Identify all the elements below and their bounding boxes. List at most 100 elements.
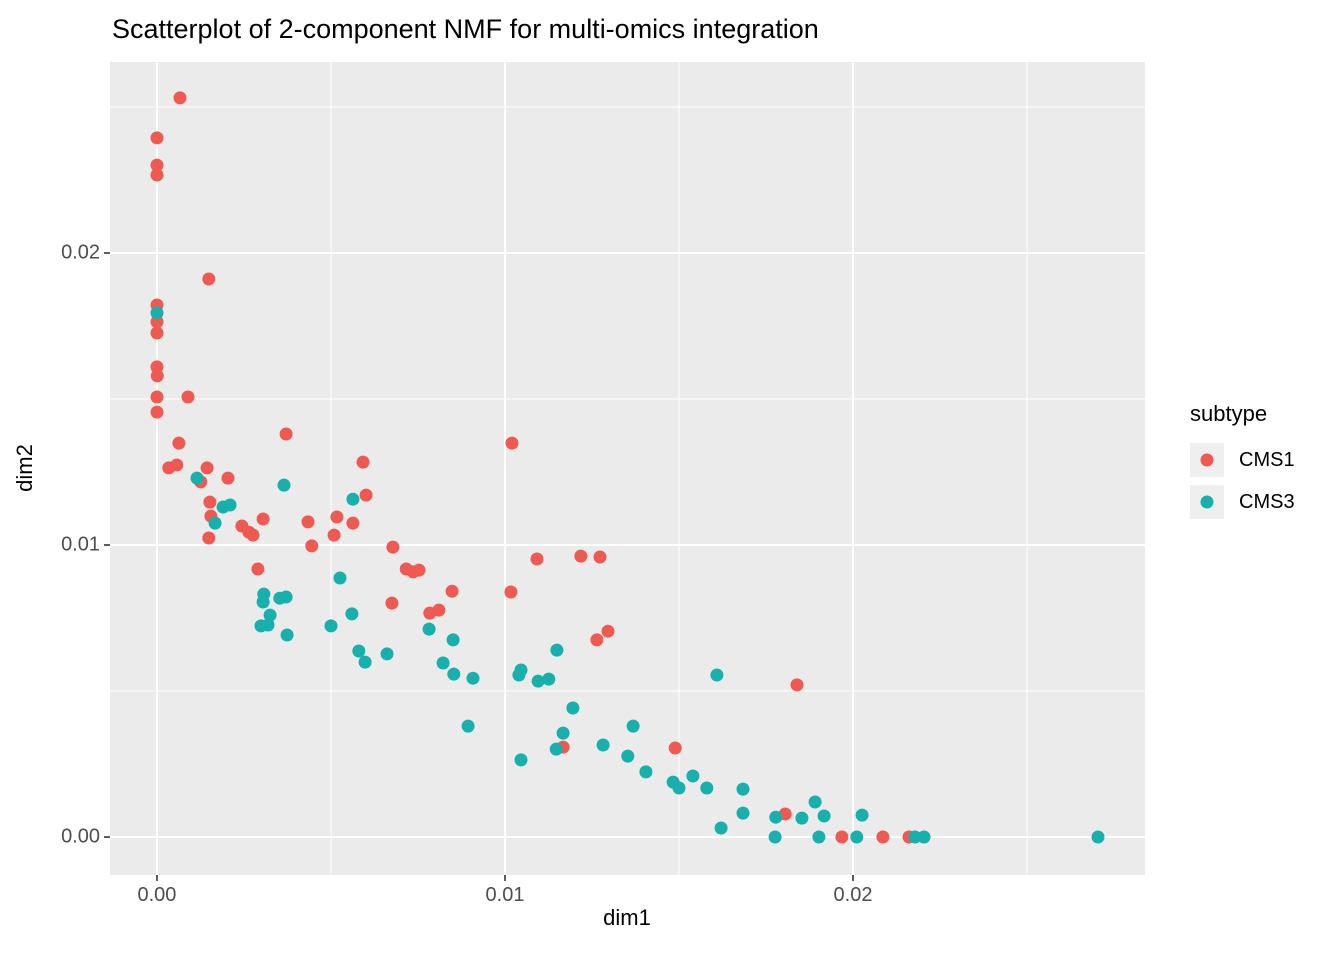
legend-key-cms3 bbox=[1190, 485, 1224, 519]
data-point-cms3 bbox=[795, 811, 809, 825]
data-point-cms3 bbox=[461, 719, 475, 733]
data-point-cms3 bbox=[531, 674, 545, 688]
data-point-cms1 bbox=[876, 830, 890, 844]
data-point-cms3 bbox=[626, 719, 640, 733]
data-point-cms1 bbox=[359, 488, 373, 502]
data-point-cms3 bbox=[208, 516, 222, 530]
data-point-cms3 bbox=[736, 806, 750, 820]
data-point-cms1 bbox=[590, 633, 604, 647]
data-point-cms3 bbox=[736, 782, 750, 796]
data-point-cms3 bbox=[263, 608, 277, 622]
data-point-cms1 bbox=[668, 741, 682, 755]
x-axis-title: dim1 bbox=[603, 905, 651, 930]
data-point-cms3 bbox=[380, 647, 394, 661]
data-point-cms1 bbox=[181, 390, 195, 404]
data-point-cms3 bbox=[346, 492, 360, 506]
data-point-cms3 bbox=[436, 656, 450, 670]
data-point-cms3 bbox=[466, 671, 480, 685]
data-point-cms1 bbox=[150, 168, 164, 182]
panel-background bbox=[110, 62, 1145, 875]
data-point-cms1 bbox=[327, 528, 341, 542]
data-point-cms3 bbox=[566, 701, 580, 715]
cms3-dot-icon bbox=[1200, 495, 1214, 509]
data-point-cms3 bbox=[549, 742, 563, 756]
data-point-cms1 bbox=[412, 563, 426, 577]
data-point-cms1 bbox=[530, 552, 544, 566]
data-point-cms3 bbox=[514, 753, 528, 767]
scatter-points bbox=[150, 91, 1105, 844]
chart-title: Scatterplot of 2-component NMF for multi… bbox=[112, 14, 819, 44]
data-point-cms3 bbox=[352, 644, 366, 658]
data-point-cms3 bbox=[855, 808, 869, 822]
data-point-cms3 bbox=[277, 478, 291, 492]
data-point-cms1 bbox=[170, 458, 184, 472]
data-point-cms1 bbox=[150, 158, 164, 172]
data-point-cms1 bbox=[593, 550, 607, 564]
data-point-cms3 bbox=[333, 571, 347, 585]
data-point-cms1 bbox=[150, 315, 164, 329]
data-point-cms3 bbox=[150, 306, 164, 320]
data-point-cms1 bbox=[445, 584, 459, 598]
data-point-cms3 bbox=[190, 471, 204, 485]
data-point-cms1 bbox=[150, 369, 164, 383]
data-point-cms1 bbox=[203, 495, 217, 509]
data-point-cms1 bbox=[150, 405, 164, 419]
legend-label-cms1: CMS1 bbox=[1239, 448, 1295, 471]
y-tick-label: 0.00 bbox=[61, 825, 100, 848]
data-point-cms3 bbox=[447, 667, 461, 681]
data-point-cms1 bbox=[305, 539, 319, 553]
data-point-cms3 bbox=[345, 607, 359, 621]
data-point-cms1 bbox=[504, 585, 518, 599]
data-point-cms3 bbox=[223, 498, 237, 512]
data-point-cms1 bbox=[200, 461, 214, 475]
data-point-cms3 bbox=[512, 668, 526, 682]
data-point-cms3 bbox=[769, 810, 783, 824]
data-point-cms1 bbox=[386, 540, 400, 554]
data-point-cms1 bbox=[279, 427, 293, 441]
data-point-cms1 bbox=[346, 516, 360, 530]
x-tick-label: 0.00 bbox=[137, 884, 177, 906]
data-point-cms1 bbox=[301, 515, 315, 529]
data-point-cms3 bbox=[908, 830, 922, 844]
data-point-cms1 bbox=[385, 596, 399, 610]
legend-label-cms3: CMS3 bbox=[1239, 490, 1295, 513]
data-point-cms3 bbox=[639, 765, 653, 779]
data-point-cms3 bbox=[550, 643, 564, 657]
data-point-cms3 bbox=[422, 622, 436, 636]
data-point-cms3 bbox=[672, 781, 686, 795]
legend-item-cms1: CMS1 bbox=[1190, 443, 1295, 477]
data-point-cms1 bbox=[173, 91, 187, 105]
data-point-cms1 bbox=[172, 436, 186, 450]
data-point-cms1 bbox=[221, 471, 235, 485]
major-gridlines bbox=[110, 62, 1145, 875]
data-point-cms3 bbox=[850, 830, 864, 844]
data-point-cms1 bbox=[835, 830, 849, 844]
data-point-cms1 bbox=[150, 390, 164, 404]
data-point-cms3 bbox=[324, 619, 338, 633]
data-point-cms3 bbox=[917, 830, 931, 844]
data-point-cms1 bbox=[601, 624, 615, 638]
y-tick-label: 0.02 bbox=[61, 241, 100, 264]
data-point-cms3 bbox=[556, 726, 570, 740]
x-tick-label: 0.02 bbox=[833, 884, 873, 906]
x-tick-label: 0.01 bbox=[485, 884, 525, 906]
data-point-cms1 bbox=[202, 531, 216, 545]
data-point-cms1 bbox=[202, 272, 216, 286]
data-point-cms1 bbox=[574, 549, 588, 563]
y-tick-label: 0.01 bbox=[61, 533, 100, 556]
data-point-cms3 bbox=[256, 595, 270, 609]
data-point-cms1 bbox=[150, 131, 164, 145]
legend-title: subtype bbox=[1190, 401, 1268, 426]
data-point-cms1 bbox=[432, 603, 446, 617]
data-point-cms3 bbox=[710, 668, 724, 682]
legend-key-cms1 bbox=[1190, 443, 1224, 477]
y-axis-title: dim2 bbox=[12, 444, 37, 492]
data-point-cms3 bbox=[700, 781, 714, 795]
data-point-cms3 bbox=[280, 628, 294, 642]
legend: subtype CMS1 CMS3 bbox=[1190, 401, 1295, 527]
data-point-cms1 bbox=[150, 326, 164, 340]
data-point-cms3 bbox=[542, 672, 556, 686]
data-point-cms3 bbox=[621, 749, 635, 763]
legend-item-cms3: CMS3 bbox=[1190, 485, 1295, 519]
